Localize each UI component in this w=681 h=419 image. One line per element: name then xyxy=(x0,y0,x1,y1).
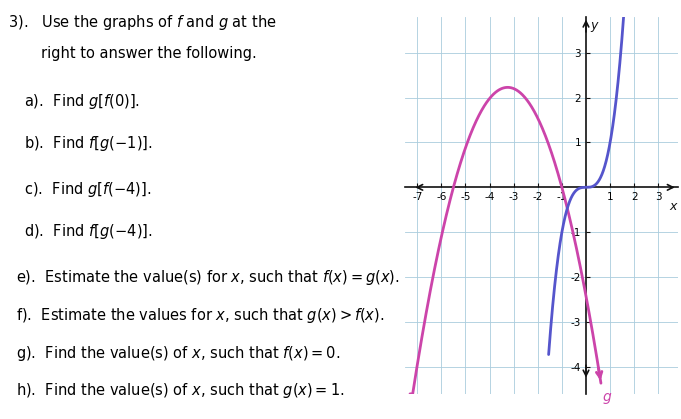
Text: h).  Find the value(s) of $x$, such that $g(x) = 1$.: h). Find the value(s) of $x$, such that … xyxy=(16,381,345,400)
Text: b).  Find $f[g(-1)]$.: b). Find $f[g(-1)]$. xyxy=(25,134,153,153)
Text: e).  Estimate the value(s) for $x$, such that $f(x) = g(x)$.: e). Estimate the value(s) for $x$, such … xyxy=(16,268,400,287)
Text: 3).   Use the graphs of $f$ and $g$ at the: 3). Use the graphs of $f$ and $g$ at the xyxy=(8,13,276,31)
Text: f).  Estimate the values for $x$, such that $g(x) > f(x)$.: f). Estimate the values for $x$, such th… xyxy=(16,306,385,325)
Text: g).  Find the value(s) of $x$, such that $f(x) = 0$.: g). Find the value(s) of $x$, such that … xyxy=(16,344,340,362)
Text: d).  Find $f[g(-4)]$.: d). Find $f[g(-4)]$. xyxy=(25,222,153,241)
Text: right to answer the following.: right to answer the following. xyxy=(41,46,256,61)
Text: x: x xyxy=(669,200,676,213)
Text: y: y xyxy=(590,19,598,32)
Text: c).  Find $g[f(-4)]$.: c). Find $g[f(-4)]$. xyxy=(25,180,152,199)
Text: g: g xyxy=(602,390,611,404)
Text: a).  Find $g[f(0)]$.: a). Find $g[f(0)]$. xyxy=(25,92,140,111)
